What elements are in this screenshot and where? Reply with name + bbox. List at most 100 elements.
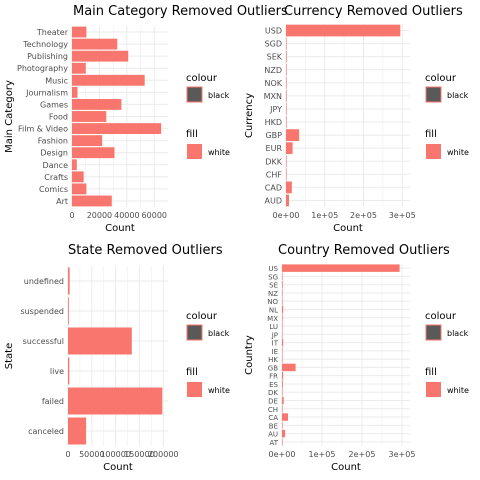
bar-eur — [286, 142, 293, 155]
y-tick-label: Fashion — [38, 137, 68, 146]
y-tick-label: canceled — [28, 427, 64, 436]
y-tick-label: Technology — [22, 40, 68, 49]
bar-failed — [68, 387, 163, 415]
y-tick-label: NOK — [264, 79, 282, 88]
x-axis-title: Count — [103, 462, 133, 473]
bar-photography — [72, 62, 86, 74]
bar-nz — [282, 289, 283, 297]
y-tick-label: NZD — [264, 66, 282, 75]
bar-suspended — [68, 297, 69, 325]
bar-dk — [282, 388, 283, 396]
legend-colour-key — [186, 324, 203, 341]
bar-sek — [286, 50, 287, 63]
y-tick-label: GBP — [265, 131, 282, 140]
y-tick-label: suspended — [20, 307, 64, 316]
bar-hkd — [286, 116, 287, 128]
y-tick-label: SEK — [267, 53, 283, 62]
y-tick-label: NZ — [268, 290, 278, 298]
bar-crafts — [72, 171, 84, 183]
y-tick-label: DKK — [265, 157, 282, 166]
bar-de — [282, 396, 284, 405]
x-tick-label: 1e+05 — [309, 450, 336, 459]
x-axis-title: Count — [105, 223, 135, 234]
x-tick-label: 3e+05 — [389, 450, 416, 459]
y-tick-label: CH — [268, 406, 278, 414]
x-tick-label: 0 — [69, 211, 74, 220]
x-tick-label: 2e+05 — [350, 211, 377, 220]
legend-colour-title: colour — [425, 311, 457, 322]
bar-gb — [282, 363, 296, 372]
legend-colour-label: black — [208, 329, 230, 338]
bar-fr — [282, 371, 284, 380]
bar-sg — [282, 272, 283, 281]
bar-undefined — [68, 267, 70, 295]
y-tick-label: Games — [40, 100, 68, 109]
x-tick-label: 0 — [65, 450, 70, 459]
bar-nok — [286, 76, 287, 89]
main-category-panel: Art Comics Crafts Dance Design Fashion Film & … — [4, 4, 288, 234]
y-tick-label: MXN — [264, 92, 282, 101]
state-panel: canceled failed live successful suspended und… — [4, 243, 230, 473]
bar-design — [72, 147, 115, 159]
bar-nl — [282, 305, 284, 314]
y-tick-label: Food — [49, 113, 68, 122]
bar-nzd — [286, 63, 287, 76]
bar-fashion — [72, 135, 103, 147]
y-tick-label: Art — [56, 197, 68, 206]
legend-fill-key — [187, 382, 202, 397]
y-tick-label: HKD — [265, 118, 282, 127]
bar-film-video — [72, 123, 162, 134]
legend-fill-key — [426, 382, 441, 397]
x-tick-label: 3e+05 — [389, 211, 416, 220]
y-tick-label: live — [50, 367, 64, 376]
bar-jpy — [286, 103, 287, 115]
y-tick-label: USD — [265, 27, 282, 36]
bar-au — [282, 429, 286, 438]
bar-at — [282, 438, 283, 446]
legend-fill-key — [187, 144, 202, 159]
legend-colour-key — [425, 86, 442, 103]
y-axis-title: Country — [244, 335, 255, 375]
y-tick-label: Theater — [36, 28, 69, 37]
x-axis-title: Count — [331, 462, 361, 473]
y-tick-label: CHF — [266, 170, 283, 179]
bar-usd — [286, 24, 401, 37]
bar-chf — [286, 168, 287, 181]
bar-publishing — [72, 50, 129, 62]
legend-fill-title: fill — [425, 129, 437, 140]
y-tick-label: Music — [45, 76, 68, 85]
currency-panel: AUD CAD CHF DKK EUR GBP HKD JPY MXN NOK NZD SEK SGD U… — [244, 4, 469, 234]
bar-be — [282, 421, 283, 430]
bar-theater — [72, 26, 87, 38]
bar-se — [282, 280, 283, 289]
y-tick-label: JPY — [269, 105, 282, 114]
y-tick-label: JP — [271, 331, 278, 339]
x-tick-label: 20000 — [87, 211, 112, 220]
y-tick-label: EUR — [266, 144, 283, 153]
y-tick-label: CA — [268, 414, 278, 422]
y-tick-label: Film & Video — [18, 125, 68, 134]
y-axis-title: Currency — [244, 93, 255, 138]
y-tick-label: IT — [272, 340, 279, 348]
y-tick-label: HK — [268, 356, 278, 364]
bar-ca — [282, 413, 288, 421]
legend-colour-key — [425, 324, 442, 341]
bar-sgd — [286, 37, 287, 50]
y-axis-title: Main Category — [4, 80, 15, 153]
legend-fill-label: white — [447, 148, 469, 157]
legend-colour-label: black — [208, 91, 230, 100]
y-tick-label: Dance — [43, 161, 69, 170]
y-tick-label: Design — [40, 149, 68, 158]
bar-dkk — [286, 155, 287, 168]
y-tick-label: Publishing — [27, 52, 68, 61]
legend: colour black fill white — [186, 311, 230, 397]
bar-food — [72, 111, 107, 122]
legend-fill-label: white — [208, 148, 230, 157]
bar-it — [282, 338, 284, 347]
x-tick-label: 50000 — [79, 450, 104, 459]
y-tick-label: Journalism — [25, 88, 68, 97]
bar-lu — [282, 322, 283, 330]
country-panel: ATAUBECACHDEDKESFRGBHKIEITJPLUMXNLNONZSE… — [244, 243, 469, 473]
y-tick-label: NL — [269, 307, 278, 315]
x-tick-label: 0e+00 — [273, 211, 300, 220]
